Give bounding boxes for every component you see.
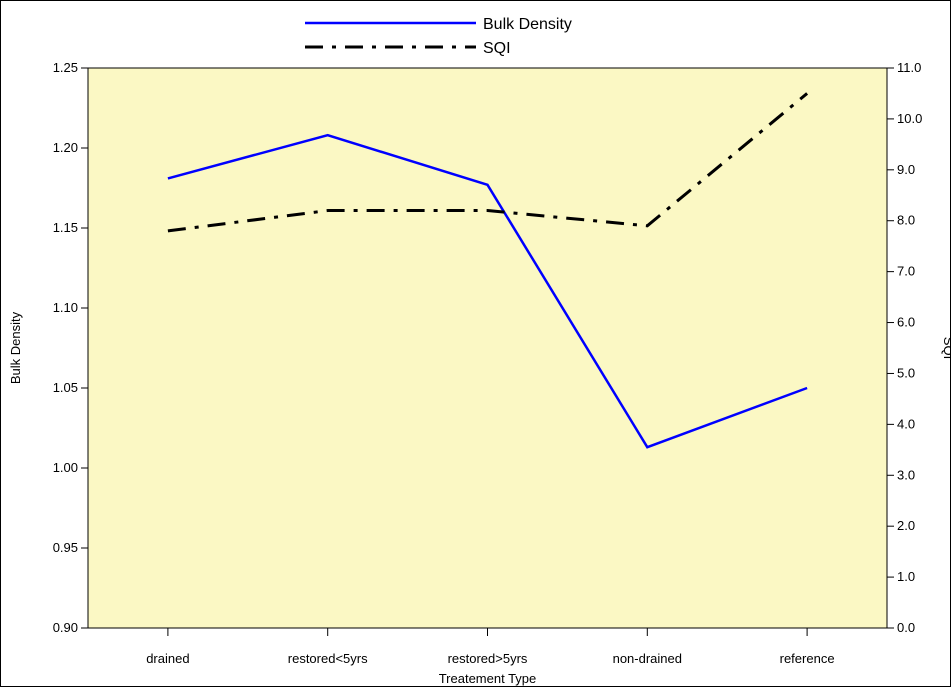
y2-tick-label: 10.0 <box>897 111 922 126</box>
plot-area <box>87 67 888 629</box>
y-tick-label: 0.95 <box>53 540 78 555</box>
y-axis-title: Bulk Density <box>8 311 23 384</box>
x-tick-label: drained <box>146 651 189 666</box>
legend-label-bulk-density: Bulk Density <box>483 16 572 33</box>
series-line-sqi <box>167 92 809 233</box>
y-tick-label: 1.05 <box>53 380 78 395</box>
y2-tick-label: 3.0 <box>897 467 915 482</box>
y2-tick-label: 9.0 <box>897 162 915 177</box>
left-axis: 0.90 0.95 1.00 1.05 1.10 1.15 1.20 1.25 <box>53 60 88 635</box>
right-axis: 0.0 1.0 2.0 3.0 4.0 5.0 6.0 7.0 8.0 9.0 10.0 11.0 <box>887 60 922 635</box>
y2-tick-label: 6.0 <box>897 315 915 330</box>
y2-tick-label: 5.0 <box>897 365 915 380</box>
y2-tick-label: 2.0 <box>897 518 915 533</box>
x-tick-label: non-drained <box>613 651 682 666</box>
x-tick-label: restored>5yrs <box>448 651 528 666</box>
y-tick-label: 1.25 <box>53 60 78 75</box>
y-tick-label: 0.90 <box>53 620 78 635</box>
y-tick-label: 1.20 <box>53 140 78 155</box>
y2-axis-title: SQI <box>941 337 951 359</box>
series-layer <box>167 92 809 449</box>
legend-label-sqi: SQI <box>483 40 511 57</box>
legend: Bulk Density SQI <box>290 6 680 64</box>
x-tick-label: restored<5yrs <box>288 651 368 666</box>
legend-background <box>290 6 680 64</box>
y2-tick-label: 4.0 <box>897 416 915 431</box>
y-tick-label: 1.00 <box>53 460 78 475</box>
y2-tick-label: 1.0 <box>897 569 915 584</box>
series-line-bulk-density <box>167 133 808 449</box>
y-tick-label: 1.15 <box>53 220 78 235</box>
y2-tick-label: 11.0 <box>897 60 921 75</box>
y-tick-label: 1.10 <box>53 300 78 315</box>
x-axis: drained restored<5yrs restored>5yrs non-dra… <box>146 628 835 666</box>
y2-tick-label: 0.0 <box>897 620 915 635</box>
y2-tick-label: 7.0 <box>897 264 915 279</box>
y2-tick-label: 8.0 <box>897 213 915 228</box>
x-tick-label: reference <box>780 651 835 666</box>
x-axis-title: Treatement Type <box>439 671 537 686</box>
